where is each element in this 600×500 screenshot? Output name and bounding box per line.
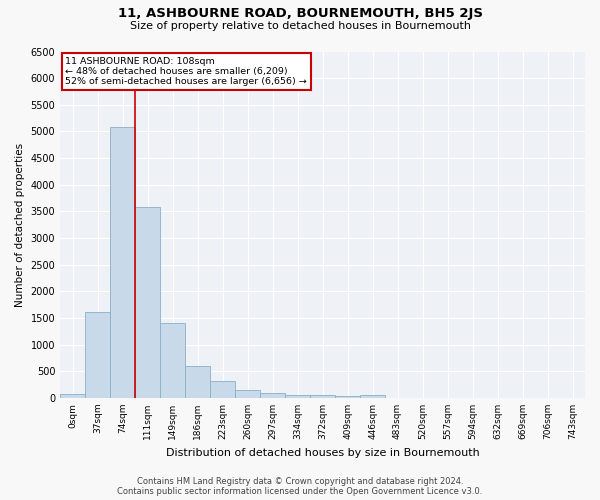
Bar xyxy=(160,324,185,398)
Bar xyxy=(135,207,160,398)
Bar xyxy=(85,312,110,398)
Text: 11 ASHBOURNE ROAD: 108sqm
← 48% of detached houses are smaller (6,209)
52% of se: 11 ASHBOURNE ROAD: 108sqm ← 48% of detac… xyxy=(65,56,307,86)
Text: Size of property relative to detached houses in Bournemouth: Size of property relative to detached ho… xyxy=(130,21,470,31)
Bar xyxy=(235,390,260,398)
Bar xyxy=(285,394,310,398)
Bar xyxy=(310,395,335,398)
Bar xyxy=(110,127,135,398)
Bar xyxy=(185,366,210,398)
Text: Contains HM Land Registry data © Crown copyright and database right 2024.
Contai: Contains HM Land Registry data © Crown c… xyxy=(118,476,482,496)
Bar xyxy=(260,392,285,398)
X-axis label: Distribution of detached houses by size in Bournemouth: Distribution of detached houses by size … xyxy=(166,448,479,458)
Bar xyxy=(360,395,385,398)
Bar xyxy=(60,394,85,398)
Y-axis label: Number of detached properties: Number of detached properties xyxy=(15,142,25,307)
Bar xyxy=(210,382,235,398)
Bar xyxy=(335,396,360,398)
Text: 11, ASHBOURNE ROAD, BOURNEMOUTH, BH5 2JS: 11, ASHBOURNE ROAD, BOURNEMOUTH, BH5 2JS xyxy=(118,8,482,20)
